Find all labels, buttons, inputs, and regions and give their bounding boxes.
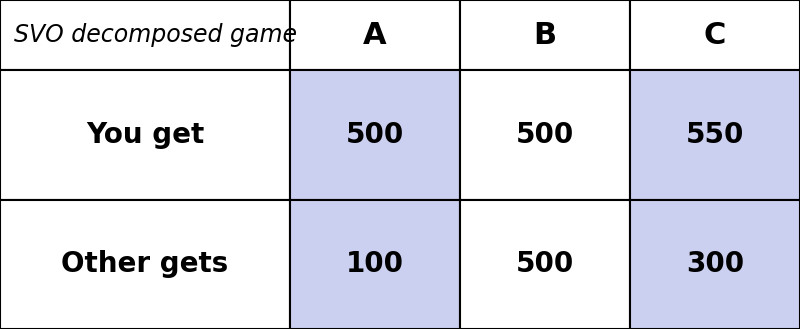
Text: 500: 500 xyxy=(516,250,574,279)
Text: Other gets: Other gets xyxy=(62,250,229,279)
Text: 100: 100 xyxy=(346,250,404,279)
Bar xyxy=(290,70,460,200)
Text: A: A xyxy=(363,20,387,49)
Bar xyxy=(460,200,630,329)
Bar xyxy=(0,200,290,329)
Bar xyxy=(460,70,630,200)
Bar xyxy=(0,70,290,200)
Text: You get: You get xyxy=(86,121,204,149)
Bar xyxy=(290,0,460,70)
Bar xyxy=(460,0,630,70)
Bar xyxy=(630,0,800,70)
Text: 500: 500 xyxy=(346,121,404,149)
Text: 300: 300 xyxy=(686,250,744,279)
Bar xyxy=(630,70,800,200)
Text: B: B xyxy=(534,20,557,49)
Bar xyxy=(0,0,290,70)
Bar xyxy=(290,200,460,329)
Text: 550: 550 xyxy=(686,121,744,149)
Text: 500: 500 xyxy=(516,121,574,149)
Bar xyxy=(630,200,800,329)
Text: C: C xyxy=(704,20,726,49)
Text: SVO decomposed game: SVO decomposed game xyxy=(14,23,297,47)
